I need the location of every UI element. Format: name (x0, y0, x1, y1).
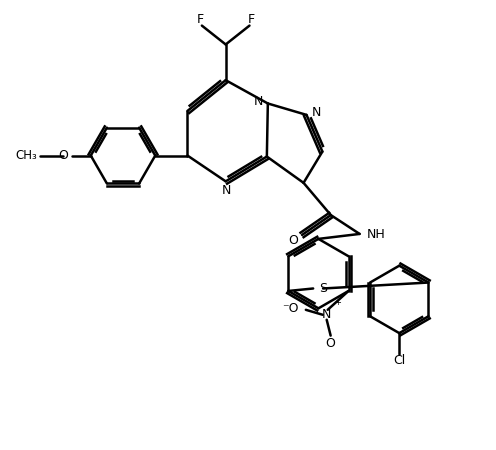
Text: CH₃: CH₃ (15, 149, 37, 162)
Text: N: N (311, 106, 321, 119)
Text: N: N (253, 95, 263, 108)
Text: Cl: Cl (393, 355, 405, 367)
Text: N: N (322, 308, 331, 321)
Text: S: S (319, 282, 328, 295)
Text: ⁻O: ⁻O (282, 302, 299, 315)
Text: +: + (335, 298, 341, 307)
Text: F: F (197, 13, 204, 26)
Text: NH: NH (367, 229, 385, 241)
Text: O: O (326, 337, 336, 350)
Text: N: N (222, 184, 231, 197)
Text: O: O (58, 149, 68, 162)
Text: O: O (288, 234, 298, 248)
Text: F: F (248, 13, 254, 26)
